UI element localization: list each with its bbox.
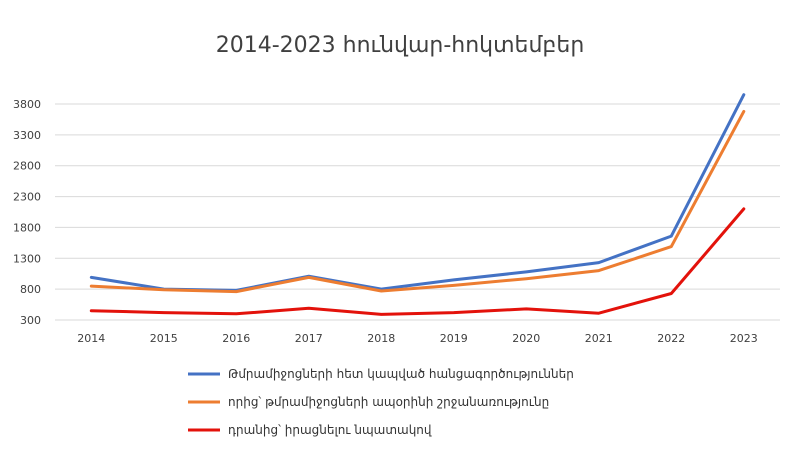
legend-label: դրանից՝ իրացնելու նպատակով [228, 423, 432, 437]
x-tick-label: 2016 [222, 332, 250, 345]
series-line-2 [89, 109, 746, 294]
legend: Թմրամիջոցների հետ կապված հանցագործությու… [188, 367, 574, 437]
x-tick-label: 2015 [150, 332, 178, 345]
x-tick-label: 2022 [657, 332, 685, 345]
y-tick-label: 3800 [13, 98, 41, 111]
y-tick-label: 3300 [13, 129, 41, 142]
y-tick-label: 2300 [13, 191, 41, 204]
y-tick-label: 1300 [13, 252, 41, 265]
series-line-3 [89, 207, 746, 316]
x-tick-label: 2021 [585, 332, 613, 345]
y-tick-label: 300 [20, 314, 41, 327]
x-tick-label: 2020 [512, 332, 540, 345]
x-tick-label: 2014 [77, 332, 105, 345]
y-axis: 300 800 1300 1800 2300 2800 3300 3800 [13, 98, 41, 327]
x-tick-label: 2019 [440, 332, 468, 345]
x-tick-label: 2023 [730, 332, 758, 345]
x-axis: 2014 2015 2016 2017 2018 2019 2020 2021 2022 2023 [77, 332, 758, 345]
y-tick-label: 800 [20, 283, 41, 296]
chart-title: 2014-2023 հունվար-հոկտեմբեր [216, 33, 585, 58]
y-tick-label: 2800 [13, 160, 41, 173]
series-line-1 [89, 93, 746, 292]
legend-label: Թմրամիջոցների հետ կապված հանցագործությու… [228, 367, 574, 381]
x-tick-label: 2018 [367, 332, 395, 345]
series-layer [89, 93, 746, 316]
legend-label: որից՝ թմրամիջոցների ապօրինի շրջանառությո… [228, 395, 549, 409]
x-tick-label: 2017 [295, 332, 323, 345]
y-tick-label: 1800 [13, 221, 41, 234]
